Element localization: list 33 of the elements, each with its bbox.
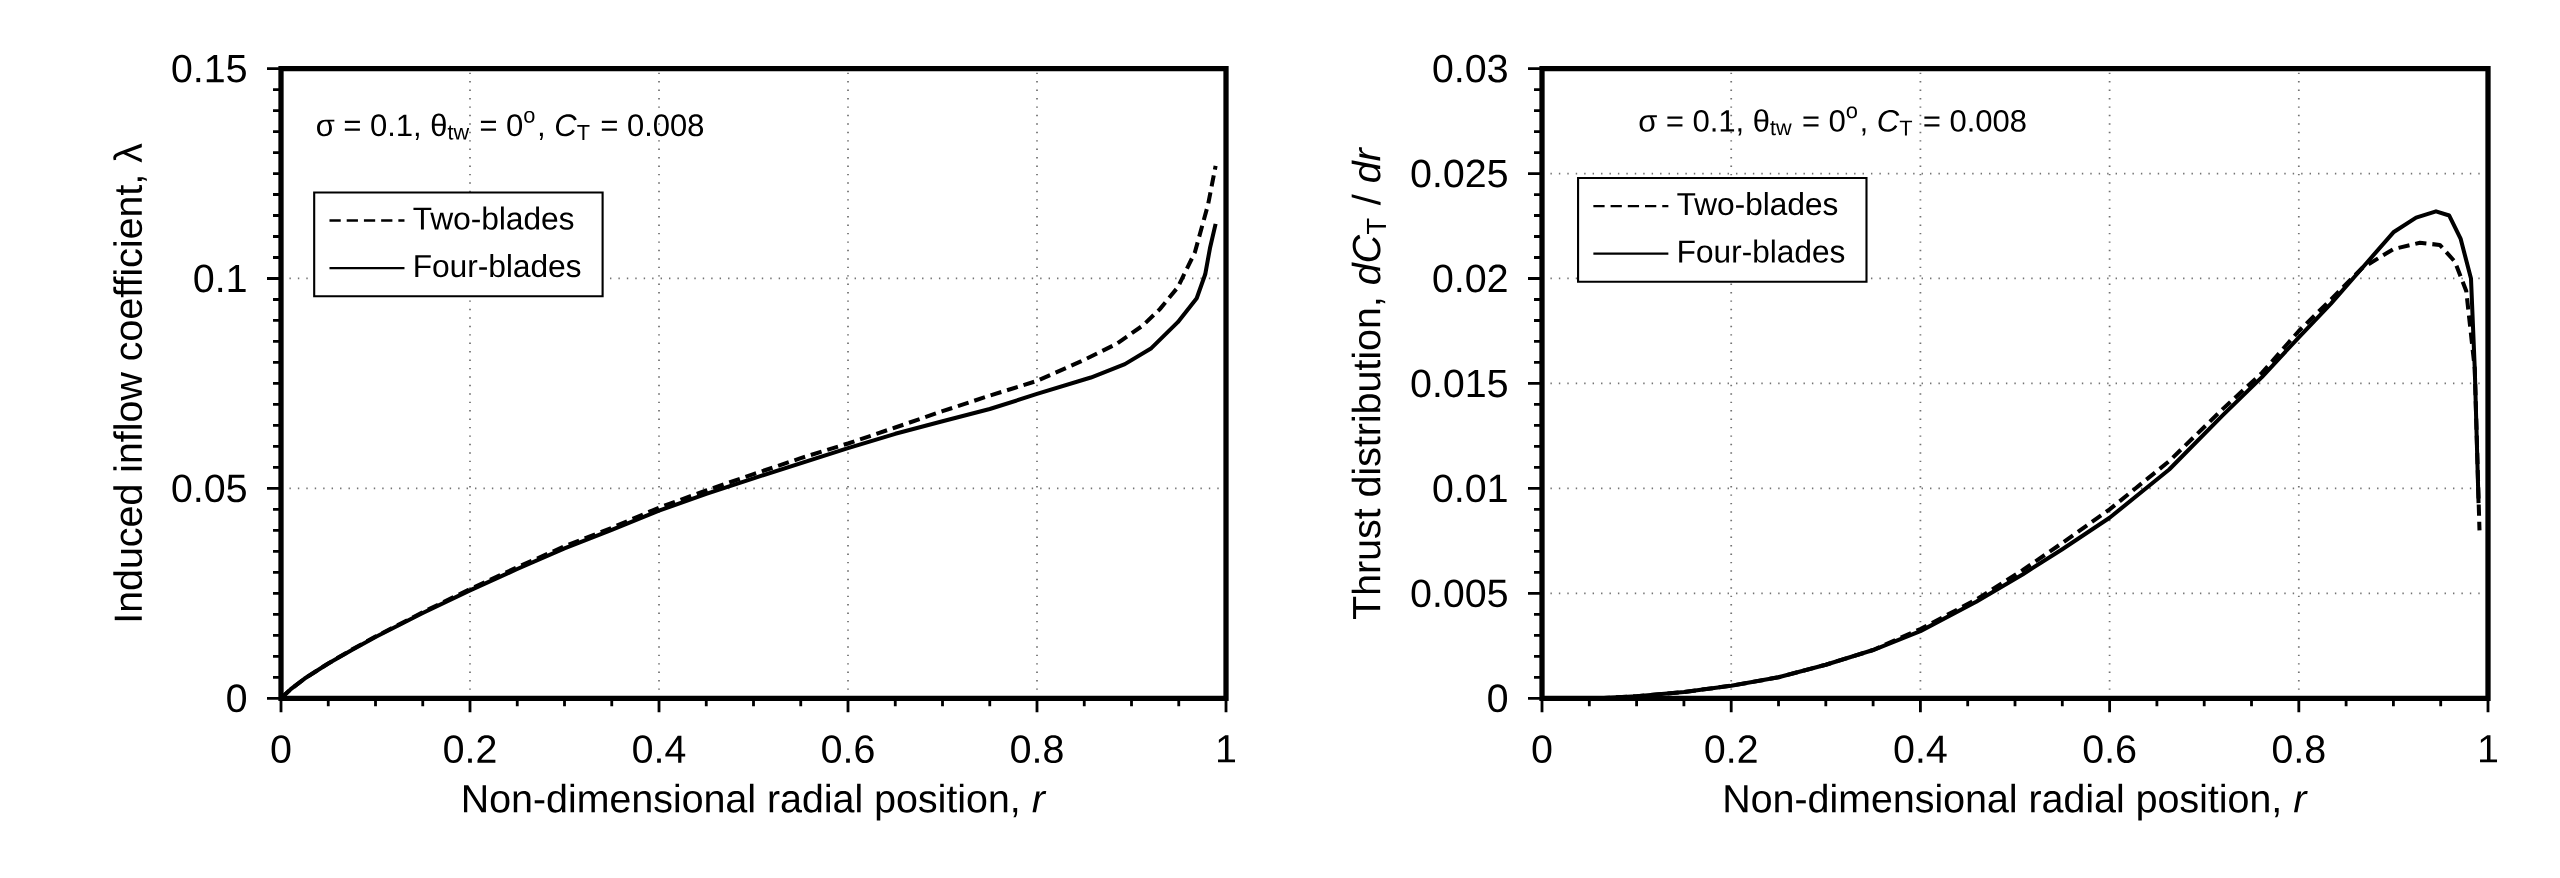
x-tick-label: 1 bbox=[1218, 735, 1236, 763]
x-tick-label: 0.8 bbox=[2272, 735, 2325, 764]
x-tick-label: 0 bbox=[271, 735, 291, 764]
legend-label: Four-blades bbox=[415, 254, 581, 278]
x-tick-label: 0.2 bbox=[444, 735, 496, 764]
annotation: σ = 0.1, θ$_{tw}$ = 0$^{o}$, C$_{T}$ = 0.008 bbox=[317, 110, 704, 140]
x-tick-label: 0.2 bbox=[1705, 735, 1757, 764]
x-axis-title: Non-dimensional radial position, r bbox=[464, 783, 1047, 821]
y-tick-label: 0.02 bbox=[1433, 264, 1507, 293]
x-tick-label: 0.4 bbox=[1894, 735, 1947, 764]
x-tick-label: 0.6 bbox=[822, 735, 874, 764]
y-tick-label: 0.1 bbox=[194, 264, 246, 293]
y-tick-label: 0.015 bbox=[1411, 369, 1507, 398]
x-tick-label: 0 bbox=[1532, 735, 1552, 764]
y-tick-label: 0 bbox=[1488, 684, 1508, 713]
x-tick-label: 0.6 bbox=[2083, 735, 2136, 764]
x-tick-label: 0.8 bbox=[1011, 735, 1063, 764]
y-tick-label: 0.15 bbox=[172, 54, 246, 83]
y-axis-title: Induced inflow coefficient, λ bbox=[113, 143, 147, 621]
y-tick-label: 0.005 bbox=[1411, 579, 1507, 608]
x-tick-label: 1 bbox=[2480, 735, 2498, 763]
x-tick-label: 0.4 bbox=[633, 735, 686, 764]
y-tick-label: 0.01 bbox=[1433, 474, 1507, 503]
legend-label: Two-blades bbox=[413, 206, 574, 230]
y-tick-label: 0.025 bbox=[1411, 159, 1507, 188]
y-axis-title: Thrust distribution, dC$_{T}$ / dr bbox=[1351, 146, 1386, 620]
x-axis-title: Non-dimensional radial position, r bbox=[1725, 783, 2308, 821]
y-tick-label: 0.03 bbox=[1433, 54, 1507, 83]
y-tick-label: 0.05 bbox=[172, 474, 246, 503]
annotation: σ = 0.1, θ$_{tw}$ = 0$^{o}$, C$_{T}$ = 0.008 bbox=[1639, 106, 2026, 136]
y-tick-label: 0 bbox=[227, 684, 247, 713]
legend-label: Four-blades bbox=[1679, 239, 1845, 263]
legend-label: Two-blades bbox=[1677, 192, 1838, 216]
